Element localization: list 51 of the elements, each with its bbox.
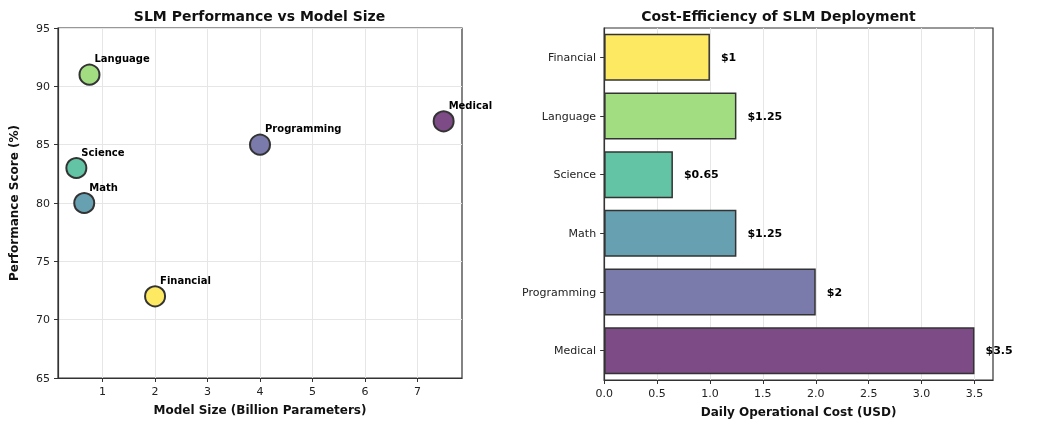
point [78, 63, 101, 86]
y-tick-label: 70 [36, 313, 50, 327]
chart-title: Cost-Efficiency of SLM Deployment [641, 8, 917, 24]
series-label: Financial [160, 274, 211, 286]
x-tick-label: 1 [99, 385, 107, 398]
y-tick-label: 80 [36, 196, 50, 210]
y-axis-title: Performance Score (%) [7, 124, 21, 282]
y-tick-label: Language [541, 109, 597, 123]
x-tick-label: 2.0 [807, 387, 825, 400]
y-tick-label: 65 [36, 371, 50, 385]
y-tick-label: 85 [36, 138, 50, 152]
x-tick-label: 3.0 [912, 387, 931, 400]
x-axis-title: Model Size (Billion Parameters) [153, 403, 367, 417]
y-tick-label: 95 [36, 21, 50, 35]
y-tick-label: 90 [36, 79, 50, 93]
point [432, 110, 455, 133]
x-tick-label: 2.5 [859, 387, 878, 400]
x-tick-label: 6 [361, 385, 369, 398]
x-tick-label: 5 [308, 385, 316, 398]
x-tick-label: 1.5 [754, 387, 772, 400]
y-tick-label: Science [553, 168, 597, 182]
series-label: Math [89, 181, 118, 193]
y-tick-label: Medical [553, 344, 597, 358]
x-tick-label: 3.5 [965, 387, 984, 400]
point [249, 133, 271, 156]
chart-title: SLM Performance vs Model Size [133, 8, 386, 24]
series-label: Language [94, 53, 150, 65]
point [65, 157, 88, 179]
series-label: Science [81, 146, 125, 158]
data-label: $2 [826, 285, 843, 299]
data-label: $1.25 [747, 226, 783, 240]
x-tick-label: 0.0 [595, 387, 613, 400]
series-label: Programming [265, 123, 342, 135]
data-label: $1 [720, 50, 737, 64]
data-label: $1.25 [747, 109, 783, 123]
y-tick-label: 75 [36, 254, 50, 268]
series-label: Medical [448, 99, 493, 111]
data-label: $0.65 [683, 168, 719, 182]
point [73, 192, 96, 214]
data-label: $3.5 [985, 344, 1013, 358]
y-tick-label: Programming [522, 285, 597, 299]
y-tick-label: Financial [547, 50, 597, 64]
x-tick-label: 7 [413, 385, 421, 398]
x-tick-label: 3 [204, 385, 212, 398]
x-tick-label: 1.0 [701, 387, 719, 400]
x-tick-label: 4 [256, 385, 264, 398]
x-tick-label: 2 [151, 385, 159, 398]
y-tick-label: Math [568, 226, 597, 240]
x-axis-title: Daily Operational Cost (USD) [700, 405, 897, 419]
x-tick-label: 0.5 [648, 387, 666, 400]
point [144, 285, 167, 308]
